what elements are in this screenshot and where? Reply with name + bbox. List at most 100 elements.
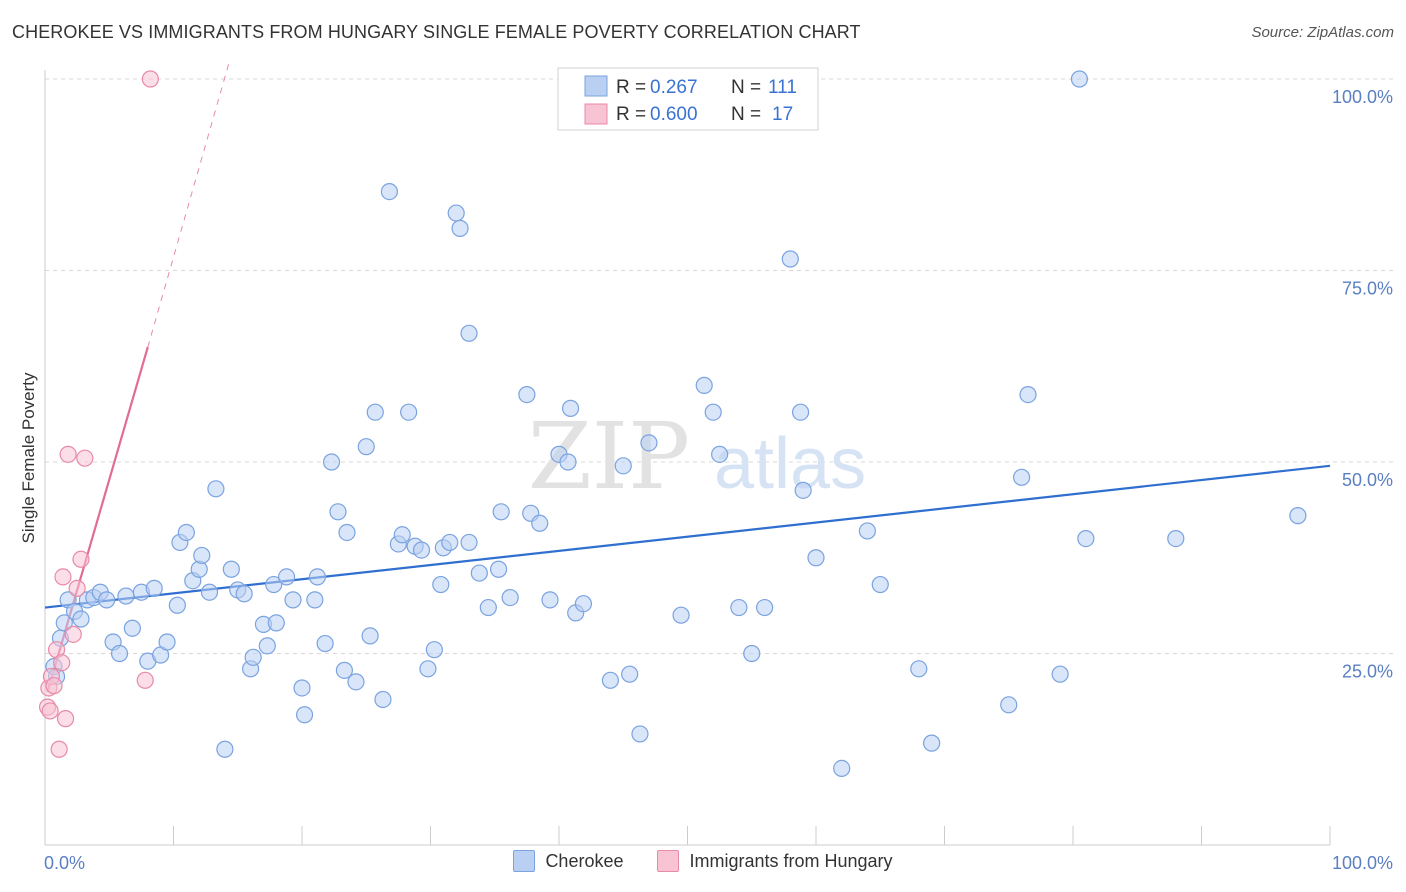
point-cherokee-86: [631, 725, 649, 743]
point-cherokee-17: [145, 579, 163, 597]
point-cherokee-44: [316, 634, 334, 653]
point-hungary-10: [64, 625, 82, 643]
point-cherokee-65: [447, 204, 465, 222]
chart-title: CHEROKEE VS IMMIGRANTS FROM HUNGARY SING…: [12, 22, 861, 42]
point-cherokee-13: [117, 587, 135, 605]
trend-line-hungary-extension: [147, 63, 230, 348]
bottom-legend-item-cherokee: Cherokee: [513, 850, 623, 872]
point-hungary-8: [56, 710, 75, 728]
point-cherokee-108: [1070, 70, 1089, 88]
point-cherokee-51: [361, 627, 379, 645]
point-hungary-5: [50, 740, 68, 758]
point-cherokee-73: [501, 588, 519, 607]
point-cherokee-95: [781, 250, 799, 268]
point-cherokee-82: [574, 595, 593, 613]
point-cherokee-79: [559, 453, 577, 471]
point-cherokee-60: [419, 660, 437, 678]
point-cherokee-100: [858, 522, 877, 540]
bottom-legend: Cherokee Immigrants from Hungary: [0, 850, 1406, 872]
point-cherokee-66: [451, 219, 469, 237]
point-cherokee-37: [267, 614, 285, 632]
y-axis-label: Single Female Poverty: [19, 372, 38, 544]
x-tick-label-start: 0.0%: [44, 853, 85, 873]
point-cherokee-45: [322, 453, 341, 471]
point-cherokee-107: [1051, 665, 1069, 683]
point-cherokee-27: [207, 480, 225, 498]
point-cherokee-14: [123, 619, 141, 637]
point-cherokee-35: [258, 637, 276, 655]
point-hungary-6: [53, 654, 71, 672]
point-cherokee-106: [1019, 385, 1037, 404]
point-cherokee-102: [910, 660, 928, 678]
point-cherokee-101: [871, 575, 889, 594]
point-cherokee-59: [412, 541, 431, 559]
point-cherokee-40: [293, 679, 311, 697]
point-cherokee-56: [393, 526, 411, 544]
point-cherokee-97: [794, 481, 812, 499]
tick-labels: 25.0% 50.0% 75.0% 100.0% 0.0% 100.0%: [44, 87, 1393, 873]
point-hungary-11: [68, 579, 86, 597]
legend-r-label-2: R =: [616, 104, 646, 125]
legend-n-value-2: 17: [772, 104, 793, 125]
point-hungary-15: [141, 70, 159, 88]
point-cherokee-41: [295, 706, 314, 724]
point-cherokee-96: [791, 403, 810, 421]
legend-r-label-1: R =: [616, 77, 646, 98]
point-cherokee-6: [72, 610, 90, 628]
point-cherokee-3: [55, 614, 73, 632]
point-cherokee-68: [460, 324, 478, 342]
point-cherokee-84: [614, 457, 632, 475]
legend-n-label-2: N =: [731, 104, 761, 125]
point-cherokee-70: [479, 598, 497, 617]
point-cherokee-26: [200, 583, 219, 601]
point-cherokee-76: [531, 514, 549, 532]
point-cherokee-91: [711, 445, 729, 463]
point-cherokee-20: [168, 596, 186, 614]
point-cherokee-12: [110, 644, 129, 663]
point-cherokee-10: [98, 591, 116, 609]
point-cherokee-43: [308, 568, 327, 586]
point-cherokee-110: [1167, 529, 1185, 548]
point-cherokee-71: [490, 560, 508, 578]
legend-n-label-1: N =: [731, 77, 761, 98]
point-hungary-9: [59, 445, 77, 463]
y-tick-label-25: 25.0%: [1342, 662, 1393, 682]
point-cherokee-52: [366, 403, 384, 421]
point-cherokee-111: [1289, 507, 1307, 525]
point-cherokee-53: [374, 690, 392, 709]
point-cherokee-48: [338, 523, 356, 542]
bottom-legend-swatch-hungary: [657, 850, 680, 872]
point-hungary-14: [136, 671, 154, 689]
point-cherokee-104: [1000, 696, 1018, 714]
source-label: Source: ZipAtlas.com: [1251, 24, 1394, 41]
point-cherokee-36: [265, 575, 283, 594]
y-tick-label-75: 75.0%: [1342, 279, 1393, 299]
x-tick-label-end: 100.0%: [1332, 853, 1393, 873]
point-cherokee-83: [601, 671, 620, 689]
point-cherokee-57: [400, 403, 418, 421]
point-cherokee-89: [695, 376, 713, 394]
y-tick-label-50: 50.0%: [1342, 470, 1393, 490]
point-cherokee-88: [672, 606, 690, 624]
point-cherokee-47: [335, 661, 354, 679]
point-cherokee-93: [743, 644, 761, 663]
bottom-legend-label-hungary: Immigrants from Hungary: [689, 850, 893, 871]
point-cherokee-80: [561, 399, 580, 417]
point-cherokee-74: [518, 385, 536, 404]
point-hungary-12: [72, 550, 90, 568]
point-hungary-16: [41, 702, 59, 720]
point-cherokee-99: [833, 759, 851, 778]
point-cherokee-98: [807, 549, 825, 567]
bottom-legend-item-hungary: Immigrants from Hungary: [657, 850, 893, 872]
legend-r-value-1: 0.267: [650, 77, 698, 98]
watermark-atlas: atlas: [714, 424, 866, 504]
point-cherokee-46: [329, 503, 347, 521]
point-cherokee-94: [755, 598, 774, 617]
point-cherokee-90: [704, 403, 722, 421]
watermark: ZIP atlas: [528, 403, 866, 510]
legend-r-value-2: 0.600: [650, 104, 698, 125]
point-hungary-3: [45, 677, 63, 695]
point-cherokee-77: [541, 591, 559, 609]
legend-swatch-pink: [584, 103, 608, 125]
